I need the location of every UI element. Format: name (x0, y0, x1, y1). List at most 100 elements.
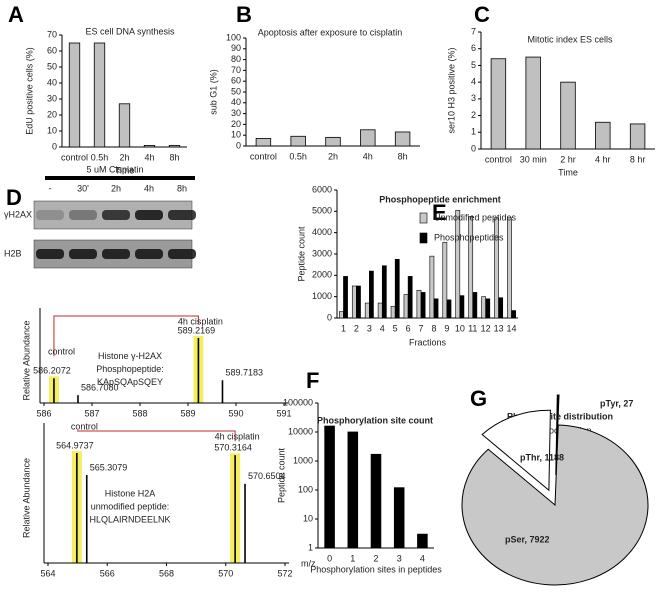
bar (416, 289, 422, 319)
bar (429, 255, 435, 319)
chart-title: Mitotic index ES cells (527, 34, 613, 44)
bar (324, 425, 335, 549)
note: KApSQApSQEY (97, 377, 163, 387)
x-tick-label: 589 (180, 408, 195, 418)
bar (420, 292, 426, 319)
note: Histone γ-H2AX (98, 351, 162, 361)
bar (629, 123, 646, 150)
bar (339, 311, 344, 319)
x-tick-label: 568 (159, 568, 174, 578)
bar (255, 138, 272, 147)
x-tick-label: control (250, 151, 277, 161)
bar (468, 216, 474, 319)
lane-label: - (49, 183, 52, 193)
y-tick-label: 40 (231, 97, 241, 107)
y-tick-label: 0 (327, 312, 332, 322)
note: Phosphopeptide: (96, 364, 164, 374)
y-tick-label: 40 (47, 77, 57, 87)
x-tick-label: 587 (84, 408, 99, 418)
y-tick-label: 2000 (312, 270, 332, 280)
y-tick-label: 4000 (312, 227, 332, 237)
x-axis-label: Fractions (409, 337, 447, 347)
note: unmodified peptide: (91, 501, 170, 511)
y-axis-label: sub G1 (%) (208, 69, 218, 115)
y-tick-label: 90 (231, 43, 241, 53)
x-tick-label: 13 (494, 323, 504, 333)
y-tick-label: 7 (471, 26, 476, 36)
y-tick-label: 100 (298, 484, 313, 494)
y-tick-label: 6000 (312, 184, 332, 194)
peak-label: 564.9737 (56, 440, 94, 450)
row-label: γH2AX (4, 209, 32, 219)
band (102, 249, 130, 259)
peak-label: 570.6504 (248, 471, 286, 481)
y-tick-label: 100 (226, 32, 241, 42)
y-axis-label: Relative Abundance (21, 458, 31, 538)
bar (290, 135, 306, 147)
x-tick-label: 4 hr (595, 154, 611, 164)
x-tick-label: 7 (419, 323, 424, 333)
legend-label: Unmodified peptides (434, 212, 517, 222)
x-tick-label: 1 (341, 323, 346, 333)
bar (490, 58, 507, 150)
bar (394, 131, 411, 147)
bar (351, 285, 357, 319)
x-tick-label: 2 (354, 323, 359, 333)
panel-letter: C (474, 2, 490, 27)
bar (507, 217, 512, 319)
y-tick-label: 50 (47, 61, 57, 71)
y-tick-label: 60 (231, 76, 241, 86)
blot-title: 5 uM Cisplatin (86, 164, 143, 174)
x-tick-label: 9 (444, 323, 449, 333)
y-tick-label: 80 (231, 54, 241, 64)
x-tick-label: 5 (393, 323, 398, 333)
y-tick-label: 4 (471, 77, 476, 87)
bar (143, 144, 156, 148)
y-tick-label: 3 (471, 93, 476, 103)
x-tick-label: 564 (40, 568, 55, 578)
y-tick-label: 1 (471, 127, 476, 137)
pie-slice (481, 409, 551, 492)
y-tick-label: 30 (47, 93, 57, 103)
panel-letter: B (236, 2, 252, 27)
x-tick-label: 8h (169, 152, 179, 162)
band (135, 249, 163, 259)
bar (455, 209, 461, 319)
y-tick-label: 10 (231, 130, 241, 140)
legend-swatch (419, 212, 428, 224)
y-axis-label: ser10 H3 positive (%) (446, 47, 456, 133)
note: HLQLAIRNDEELNK (89, 514, 170, 524)
annotation: control (71, 421, 98, 431)
bar (356, 285, 361, 319)
x-tick-label: 4 (380, 323, 385, 333)
bar (360, 129, 376, 147)
peak-label: 589.7183 (225, 368, 263, 378)
y-tick-label: 70 (231, 65, 241, 75)
x-tick-label: 0.5h (91, 152, 109, 162)
y-tick-label: 1000 (312, 291, 332, 301)
x-tick-label: 0 (327, 553, 332, 563)
slice-label: pThr, 1188 (520, 452, 564, 462)
x-tick-label: 572 (277, 568, 292, 578)
chart-title: Phosphosite distribution (507, 411, 613, 421)
bar (407, 276, 413, 319)
y-tick-label: 30 (231, 108, 241, 118)
chart-title: ES cell DNA synthesis (85, 26, 175, 36)
bar (525, 56, 541, 150)
band (168, 249, 196, 259)
bar (118, 103, 131, 148)
x-tick-label: 4h (363, 151, 373, 161)
x-axis-label: m/z (301, 558, 316, 568)
x-tick-label: control (485, 154, 512, 164)
bar (446, 299, 452, 319)
bar (560, 81, 576, 150)
x-tick-label: 586 (36, 408, 51, 418)
bar (93, 42, 106, 148)
x-tick-label: 4 (420, 553, 425, 563)
y-tick-label: 60 (47, 45, 57, 55)
band (135, 210, 163, 220)
y-tick-label: 5 (471, 60, 476, 70)
x-tick-label: 591 (276, 408, 291, 418)
bar (347, 431, 359, 549)
